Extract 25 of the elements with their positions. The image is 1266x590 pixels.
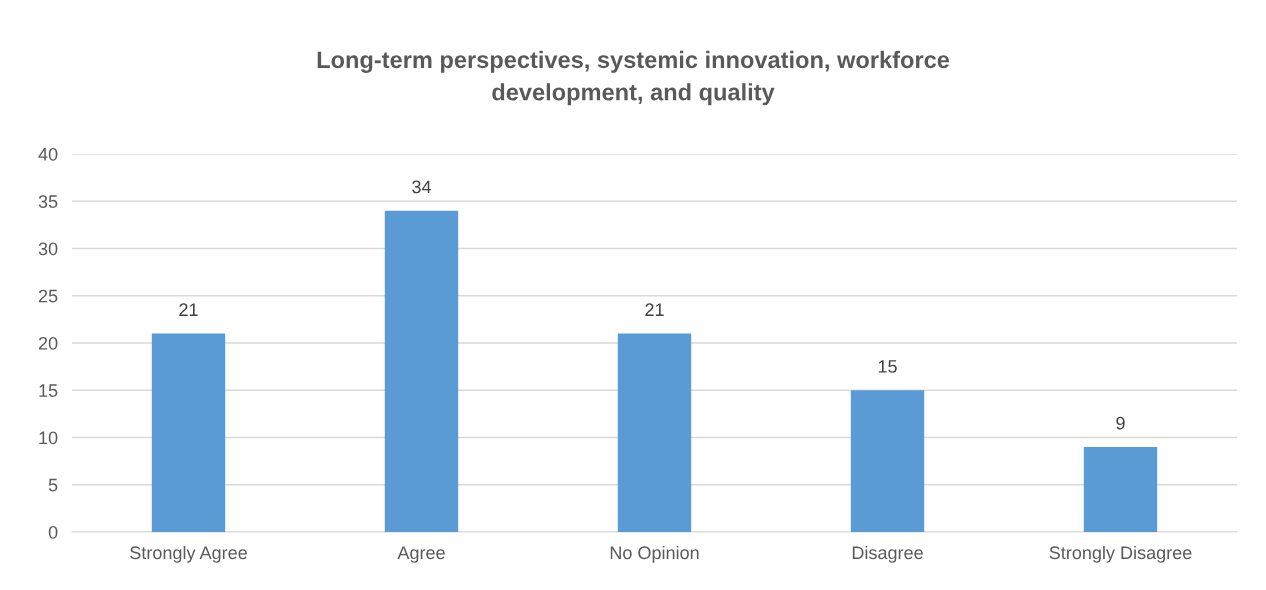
x-tick-label: Agree (397, 546, 445, 563)
y-tick-label: 15 (39, 384, 58, 397)
x-tick-label: Strongly Disagree (1049, 545, 1192, 563)
x-tick-label: Disagree (852, 545, 923, 563)
y-tick-label: 30 (38, 242, 58, 256)
data-label: 21 (179, 303, 198, 316)
y-tick-label: 20 (38, 336, 58, 350)
y-tick-label: 25 (38, 289, 58, 303)
data-label: 34 (412, 180, 432, 194)
bar (850, 390, 925, 532)
y-tick-label: 5 (48, 478, 58, 492)
y-tick-label: 40 (38, 147, 58, 161)
bar (384, 210, 459, 532)
y-tick-label: 10 (39, 431, 58, 445)
y-tick-label: 35 (38, 195, 58, 208)
chart-title: Long-term perspectives, systemic innovation, workforce development, and quality (317, 50, 950, 106)
bar (1083, 446, 1158, 532)
x-tick-label: No Opinion (610, 545, 699, 563)
data-label: 21 (645, 303, 664, 316)
data-label: 15 (878, 360, 897, 373)
x-tick-label: Strongly Agree (130, 545, 247, 563)
y-tick-label: 0 (48, 525, 58, 539)
bar (617, 333, 692, 532)
bar (151, 333, 226, 532)
data-label: 9 (1116, 416, 1125, 430)
